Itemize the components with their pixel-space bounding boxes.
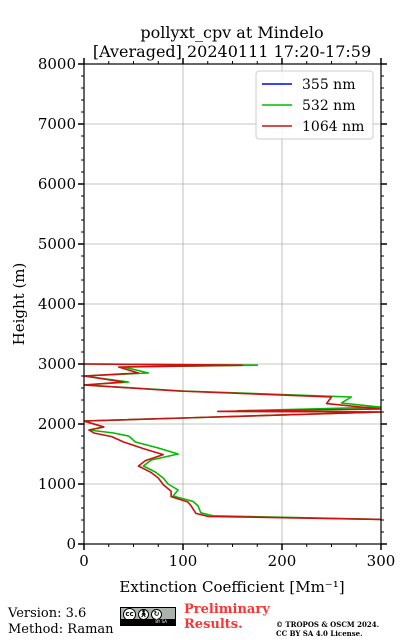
y-tick-label: 1000 bbox=[38, 475, 76, 493]
y-tick-label: 6000 bbox=[38, 175, 76, 193]
copyright-line2: CC BY SA 4.0 License. bbox=[276, 629, 363, 638]
y-tick-label: 7000 bbox=[38, 115, 76, 133]
y-tick-label: 0 bbox=[66, 535, 76, 553]
y-tick-label: 2000 bbox=[38, 415, 76, 433]
plot-frame bbox=[83, 63, 382, 545]
copyright-notice: © TROPOS & OSCM 2024. CC BY SA 4.0 Licen… bbox=[276, 620, 379, 638]
copyright-line1: © TROPOS & OSCM 2024. bbox=[276, 620, 380, 629]
preliminary-line1: Preliminary bbox=[184, 602, 270, 617]
version-text: Version: 3.6 bbox=[8, 606, 87, 621]
y-tick-label: 4000 bbox=[38, 295, 76, 313]
badge-by-text: BY bbox=[155, 619, 161, 624]
chart-title-line2: [Averaged] 20240111 17:20-17:59 bbox=[93, 42, 371, 61]
x-tick-label: 200 bbox=[268, 552, 297, 570]
y-tick-label: 3000 bbox=[38, 355, 76, 373]
y-tick-label: 5000 bbox=[38, 235, 76, 253]
x-axis-label: Extinction Coefficient [Mm⁻¹] bbox=[119, 578, 344, 596]
legend-label: 355 nm bbox=[302, 77, 355, 93]
series-line-1064-nm bbox=[84, 363, 381, 521]
chart-figure: pollyxt_cpv at Mindelo [Averaged] 202401… bbox=[10, 23, 396, 596]
preliminary-line2: Results. bbox=[184, 617, 243, 632]
x-tick-label: 300 bbox=[367, 552, 396, 570]
x-tick-label: 0 bbox=[79, 552, 89, 570]
x-tick-label: 100 bbox=[169, 552, 198, 570]
cc-license-badge: cc 🚶︎ ↻ BY SA bbox=[120, 607, 176, 626]
legend-label: 1064 nm bbox=[302, 119, 364, 135]
y-axis-label: Height (m) bbox=[10, 263, 28, 346]
chart-title-line1: pollyxt_cpv at Mindelo bbox=[140, 23, 323, 42]
legend-box bbox=[255, 70, 374, 140]
legend-label: 532 nm bbox=[302, 98, 355, 114]
badge-sa-text: SA bbox=[161, 619, 167, 624]
preliminary-notice: Preliminary Results. bbox=[184, 602, 270, 632]
method-text: Method: Raman bbox=[8, 622, 114, 637]
legend: 355 nm 532 nm 1064 nm bbox=[255, 70, 374, 140]
axis-ticks: 0 100 200 300010002000300040005000600070008… bbox=[38, 55, 396, 570]
series-layer bbox=[84, 363, 381, 521]
y-tick-label: 8000 bbox=[38, 55, 76, 73]
